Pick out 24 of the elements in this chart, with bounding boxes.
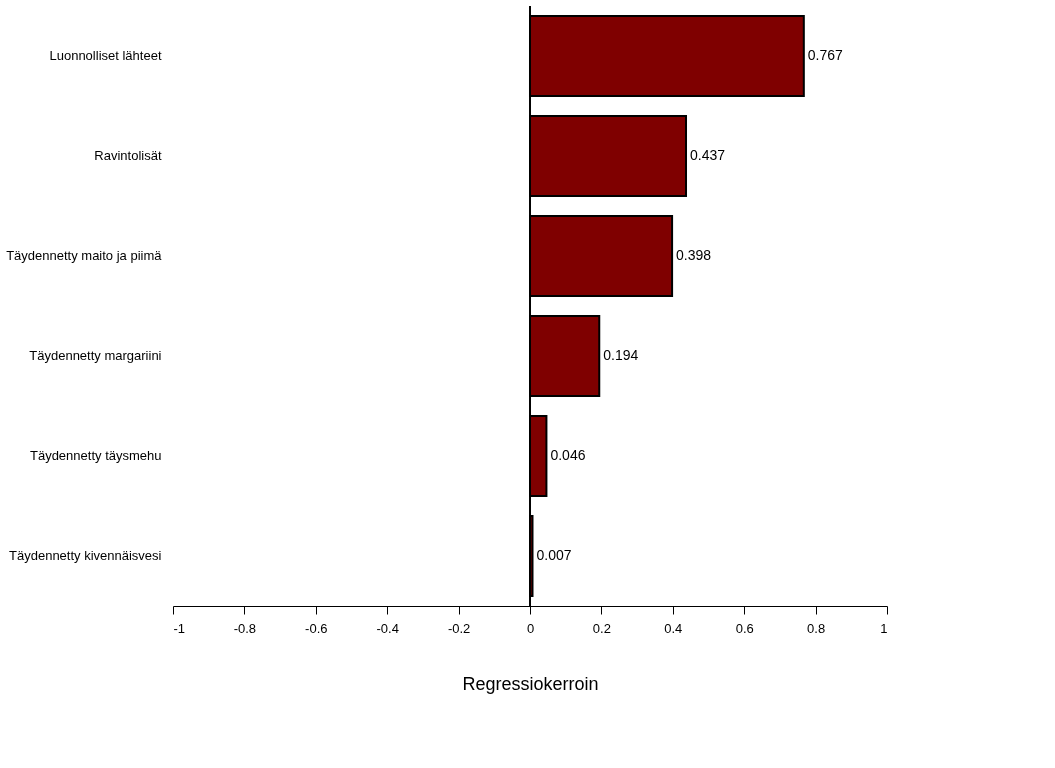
x-tick-label: -0.8 [233, 620, 257, 636]
x-tick-label: 0 [526, 620, 535, 636]
data-label: 0.767 [807, 47, 844, 63]
data-label: 0.046 [550, 447, 586, 463]
x-tick-label: 0.4 [664, 620, 683, 636]
x-tick-label: 0.2 [592, 620, 611, 636]
x-tick-label: -0.6 [305, 620, 328, 636]
data-label: 0.194 [603, 347, 639, 363]
y-tick-label: Luonnolliset lähteet [49, 48, 162, 63]
y-tick-label: Täydennetty margariini [29, 348, 162, 363]
data-label: 0.007 [536, 547, 572, 563]
x-tick-label: 1 [880, 620, 888, 636]
y-tick-label: Täydennetty maito ja piimä [6, 248, 163, 263]
x-tick-label: 0.6 [735, 620, 754, 636]
x-tick-label: -0.4 [376, 620, 399, 636]
data-label: 0.437 [690, 147, 726, 163]
y-tick-label: Täydennetty kivennäisvesi [9, 548, 162, 563]
x-tick-label: -1 [173, 620, 186, 636]
x-axis-title: Regressiokerroin [462, 673, 599, 694]
data-label: 0.398 [676, 247, 712, 263]
y-tick-label: Täydennetty täysmehu [29, 448, 162, 463]
x-tick-label: 0.8 [807, 620, 826, 636]
y-tick-label: Ravintolisät [94, 148, 162, 163]
x-tick-label: -0.2 [447, 620, 471, 636]
